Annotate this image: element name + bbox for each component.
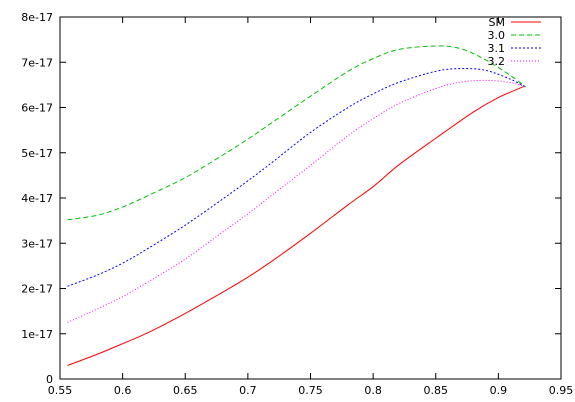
y-tick-label: 0 — [46, 373, 53, 386]
legend-label: 3.0 — [488, 29, 506, 42]
y-tick-label: 1e-17 — [21, 328, 53, 341]
x-tick-label: 0.95 — [549, 384, 574, 397]
y-tick-label: 4e-17 — [21, 192, 53, 205]
legend-label: 3.2 — [488, 55, 506, 68]
x-tick-label: 0.75 — [298, 384, 323, 397]
legend: SM3.03.13.2 — [488, 16, 541, 68]
x-tick-label: 0.9 — [490, 384, 508, 397]
legend-label: 3.1 — [488, 42, 506, 55]
x-tick-label: 0.6 — [114, 384, 132, 397]
y-tick-label: 8e-17 — [21, 11, 53, 24]
y-tick-label: 6e-17 — [21, 102, 53, 115]
series-line-3-2 — [67, 79, 527, 323]
y-tick-label: 5e-17 — [21, 147, 53, 160]
x-tick-label: 0.85 — [424, 384, 449, 397]
y-tick-label: 3e-17 — [21, 237, 53, 250]
y-tick-label: 7e-17 — [21, 56, 53, 69]
x-tick-label: 0.7 — [239, 384, 257, 397]
x-tick-label: 0.65 — [173, 384, 198, 397]
legend-label: SM — [489, 16, 505, 29]
y-tick-label: 2e-17 — [21, 283, 53, 296]
x-tick-label: 0.8 — [364, 384, 382, 397]
tick-labels: 0.55 0.6 0.65 0.7 0.75 0.8 0.85 0.9 0.95 0 1e-17 2e… — [21, 11, 573, 397]
series-line-SM — [67, 86, 524, 366]
series-lines — [67, 45, 527, 366]
x-tick-label: 0.55 — [48, 384, 73, 397]
series-line-3-1 — [67, 68, 527, 287]
plot-frame — [59, 16, 562, 380]
series-line-3-0 — [67, 45, 527, 221]
